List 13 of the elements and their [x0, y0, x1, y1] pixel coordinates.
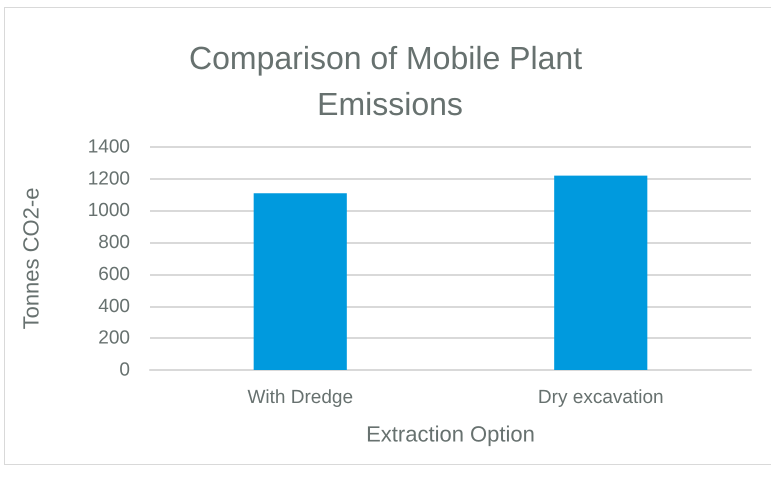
y-tick-label: 200: [98, 328, 130, 349]
chart-title: Comparison of Mobile Plant Emissions: [189, 40, 591, 122]
y-tick-label: 1400: [88, 136, 130, 158]
x-axis-title: Extraction Option: [366, 422, 535, 446]
y-tick-label: 1000: [88, 200, 130, 222]
x-tick-label: Dry excavation: [538, 387, 664, 408]
y-axis-title: Tonnes CO2-e: [18, 188, 44, 330]
y-tick-label: 400: [98, 296, 130, 317]
y-tick-label: 600: [98, 264, 130, 285]
y-tick-label: 800: [98, 232, 130, 254]
y-tick-label: 0: [119, 360, 130, 380]
y-tick-label: 1200: [88, 168, 130, 190]
x-tick-label: With Dredge: [247, 387, 354, 408]
